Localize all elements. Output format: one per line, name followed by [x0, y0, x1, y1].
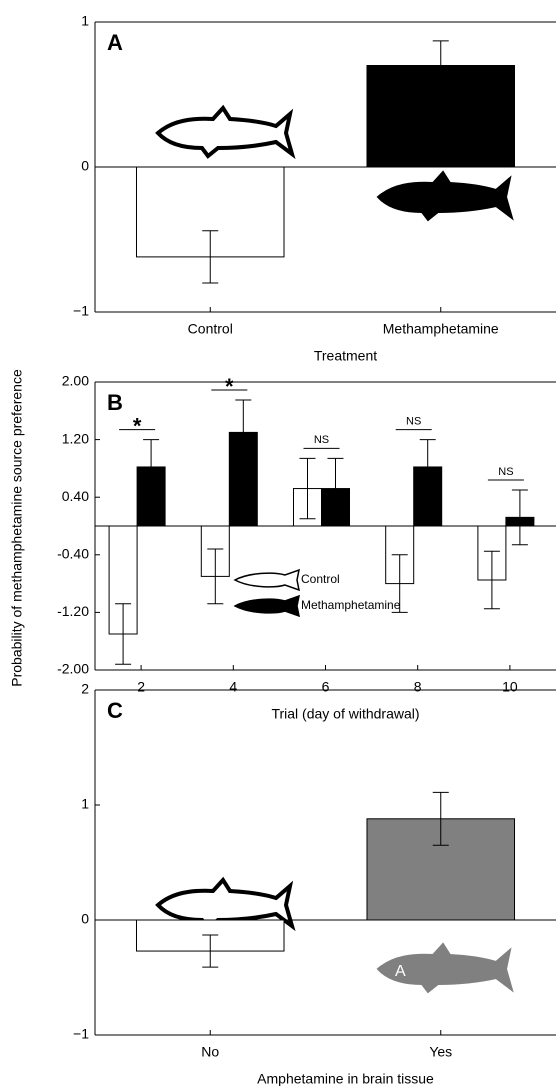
y-tick-label: 0: [81, 911, 89, 927]
y-tick-label: 1: [81, 13, 89, 29]
x-tick-label: Methamphetamine: [383, 321, 499, 337]
x-tick-label: No: [201, 1044, 219, 1060]
y-tick-label: -2.00: [57, 661, 89, 677]
figure: Probability of methamphetamine source pr…: [0, 0, 556, 1086]
panel-label: C: [107, 698, 123, 723]
legend-label: Methamphetamine: [301, 598, 401, 612]
annotation: *: [133, 413, 142, 438]
legend-swatch: [235, 570, 299, 590]
y-tick-label: 0: [81, 158, 89, 174]
fish-icon: [158, 108, 292, 156]
panel-label: B: [107, 390, 123, 415]
x-tick-label: Yes: [429, 1044, 452, 1060]
x-tick-label: 2: [137, 679, 145, 695]
x-axis-label: Amphetamine in brain tissue: [257, 1071, 434, 1086]
annotation: NS: [406, 416, 421, 428]
y-tick-label: 1.20: [62, 430, 89, 446]
x-axis-label: Trial (day of withdrawal): [271, 706, 419, 722]
y-tick-label: 1: [81, 796, 89, 812]
y-tick-label: 2.00: [62, 373, 89, 389]
legend-label: Control: [301, 572, 340, 586]
y-tick-label: -1.20: [57, 603, 89, 619]
x-axis-label: Treatment: [314, 348, 377, 364]
annotation: *: [225, 374, 234, 399]
fish-label: A: [395, 963, 406, 980]
legend-swatch: [235, 596, 299, 616]
x-tick-label: Control: [188, 321, 233, 337]
y-tick-label: -0.40: [57, 546, 89, 562]
fish-icon: [378, 172, 512, 220]
annotation: NS: [498, 466, 513, 478]
x-tick-label: 6: [322, 679, 330, 695]
x-tick-label: 4: [229, 679, 237, 695]
y-tick-label: −1: [73, 1026, 89, 1042]
y-tick-label: −1: [73, 303, 89, 319]
panel-label: A: [107, 30, 123, 55]
y-axis-label: Probability of methamphetamine source pr…: [9, 369, 25, 687]
annotation: NS: [314, 434, 329, 446]
y-tick-label: 0.40: [62, 488, 89, 504]
x-tick-label: 8: [414, 679, 422, 695]
x-tick-label: 10: [502, 679, 518, 695]
y-tick-label: 2: [81, 681, 89, 697]
